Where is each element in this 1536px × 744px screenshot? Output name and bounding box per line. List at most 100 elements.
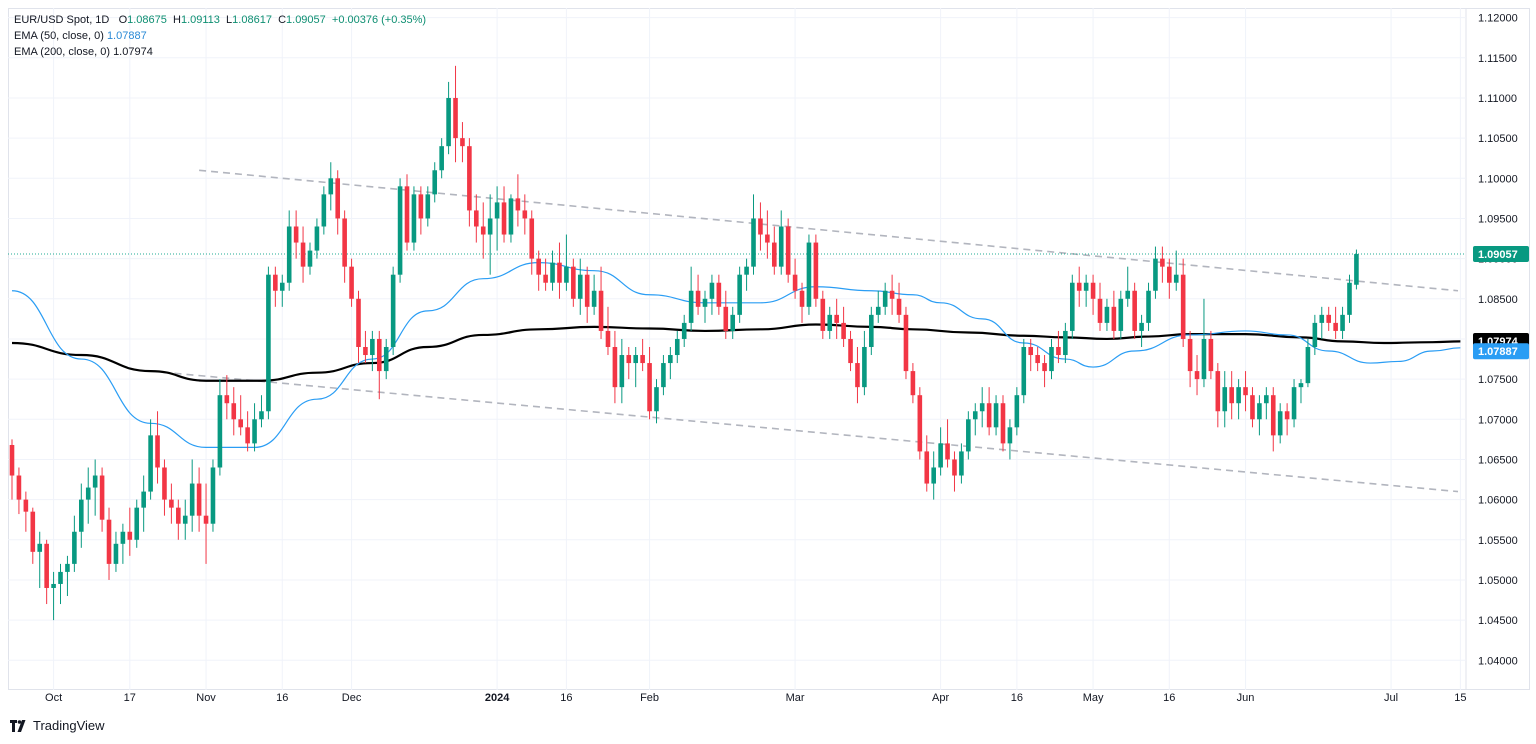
x-tick-label: Nov: [196, 692, 216, 704]
candle-body: [605, 330, 611, 347]
candle-body: [238, 419, 243, 428]
current-price-badge: 1.09057: [1473, 246, 1529, 263]
candle: [515, 174, 521, 227]
candle-body: [1250, 395, 1255, 420]
candle: [536, 250, 541, 291]
candle-body: [966, 419, 971, 452]
candle-body: [827, 314, 833, 331]
candle: [1063, 322, 1068, 364]
candle: [1049, 338, 1054, 380]
candle: [1187, 330, 1193, 388]
candle-body: [300, 242, 306, 267]
candle: [1076, 266, 1082, 307]
candle: [79, 483, 84, 548]
y-tick-label: 1.05500: [1478, 535, 1518, 547]
candle-body: [1146, 290, 1151, 323]
candle: [910, 363, 916, 404]
candle-body: [155, 435, 160, 468]
x-tick-label: 16: [1163, 692, 1176, 704]
candle: [848, 330, 853, 372]
change-value: +0.00376 (+0.35%): [331, 14, 427, 26]
candle-body: [453, 97, 458, 139]
candle-body: [889, 290, 895, 299]
candle-body: [772, 242, 777, 267]
y-tick-label: 1.08500: [1478, 294, 1518, 306]
candle-body: [1277, 411, 1283, 436]
candle-body: [820, 298, 826, 331]
candle: [1340, 306, 1345, 339]
candle-body: [273, 274, 278, 291]
symbol-label[interactable]: EUR/USD Spot, 1D: [14, 14, 110, 26]
candle-body: [765, 234, 770, 243]
candle: [418, 186, 424, 235]
candle-body: [1222, 387, 1228, 412]
candle: [196, 467, 202, 532]
candle: [1042, 355, 1047, 388]
candle-body: [148, 435, 153, 492]
candle-body: [924, 451, 930, 484]
candle-body: [1021, 346, 1027, 396]
candle-body: [1111, 306, 1117, 331]
candle-body: [806, 242, 812, 307]
candle: [584, 266, 590, 323]
candle: [314, 218, 320, 259]
candle-body: [972, 411, 978, 420]
candle: [543, 258, 548, 291]
candle: [1215, 363, 1221, 428]
candle-body: [758, 218, 763, 235]
candle: [293, 210, 299, 259]
candle-body: [44, 543, 49, 588]
candle-body: [1007, 427, 1013, 444]
ema50-label: EMA (50, close, 0): [14, 30, 104, 42]
candle: [813, 234, 819, 307]
candle: [1354, 249, 1359, 290]
chart-panel[interactable]: 1.12000 1.11500 1.11000 1.10500 1.10000 1.095…: [8, 8, 1530, 690]
candle-body: [1014, 395, 1020, 428]
candle: [141, 475, 146, 532]
candle-body: [1049, 346, 1054, 372]
y-tick-label: 1.10000: [1478, 173, 1518, 185]
candle: [58, 563, 63, 605]
candle: [633, 346, 638, 388]
candle-body: [709, 282, 715, 299]
chart-legend: EUR/USD Spot, 1D O1.08675 H1.09113 L1.08…: [14, 12, 426, 60]
candle-body: [986, 403, 992, 428]
candle: [1257, 395, 1262, 436]
candle-body: [1243, 387, 1248, 396]
candle: [730, 306, 736, 339]
candle-body: [224, 395, 230, 404]
ema200-line: [11, 323, 1461, 382]
candle-body: [58, 571, 63, 584]
candle: [1007, 419, 1013, 460]
y-tick-label: 1.04500: [1478, 615, 1518, 627]
candle-body: [307, 250, 313, 267]
candle-body: [751, 218, 756, 267]
candle: [1035, 346, 1040, 372]
price-chart[interactable]: 1.12000 1.11500 1.11000 1.10500 1.10000 1.095…: [8, 8, 1530, 690]
candle: [279, 274, 285, 307]
candle-body: [577, 274, 583, 299]
candle-body: [259, 411, 264, 420]
candle-body: [217, 395, 223, 468]
tradingview-name: TradingView: [33, 718, 105, 733]
candle: [612, 330, 618, 404]
candle-body: [1291, 387, 1297, 420]
candle: [577, 258, 583, 315]
ema50-badge-box: [1473, 343, 1529, 360]
candle: [1139, 314, 1144, 347]
candle: [1014, 387, 1020, 436]
legend-ema200-row[interactable]: EMA (200, close, 0) 1.07974: [14, 44, 426, 60]
candle: [286, 210, 292, 291]
candle-body: [349, 266, 354, 299]
candle: [695, 274, 701, 315]
legend-ema50-row[interactable]: EMA (50, close, 0) 1.07887: [14, 28, 426, 44]
candle-body: [1173, 274, 1179, 283]
open-label: O: [118, 14, 128, 26]
candle-body: [189, 483, 195, 516]
candle: [182, 499, 188, 540]
y-tick-label: 1.06000: [1478, 495, 1518, 507]
ema50-badge: 1.07887: [1473, 343, 1529, 360]
time-axis-labels[interactable]: Oct 17 Nov 16 Dec 2024 16 Feb Mar Apr 16 May 16 Jun Ju…: [8, 690, 1530, 708]
tradingview-branding[interactable]: TradingView: [10, 718, 105, 733]
